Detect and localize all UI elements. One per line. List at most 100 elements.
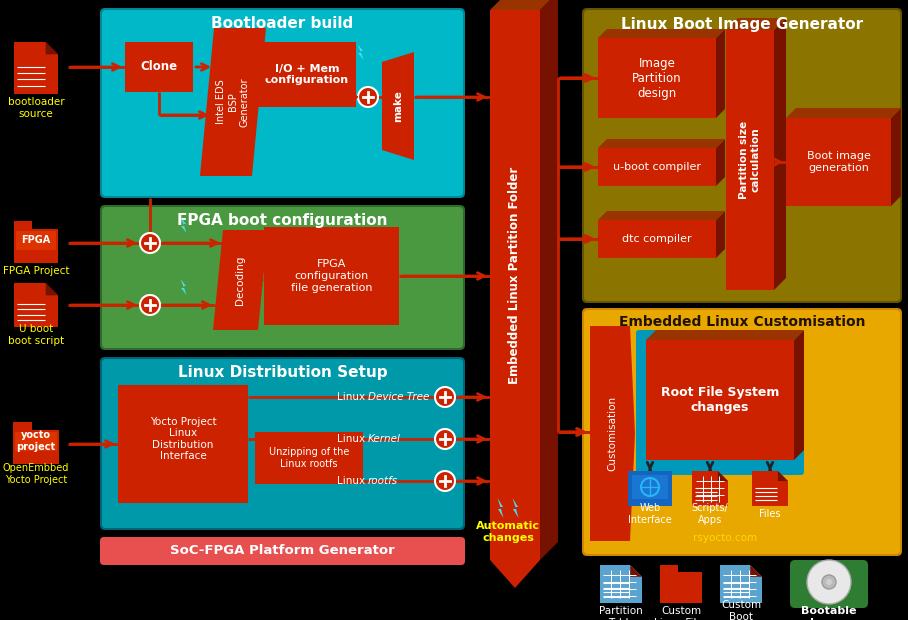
Circle shape [807, 560, 851, 604]
Polygon shape [490, 0, 558, 10]
Bar [598, 148, 716, 186]
FancyBboxPatch shape [584, 310, 900, 554]
Text: bootloader
source: bootloader source [7, 97, 64, 119]
Bar [660, 572, 702, 603]
Text: U boot
boot script: U boot boot script [8, 324, 64, 346]
FancyBboxPatch shape [100, 357, 465, 530]
FancyBboxPatch shape [102, 207, 463, 348]
Circle shape [140, 295, 160, 315]
Polygon shape [718, 471, 728, 481]
Text: FPGA Project: FPGA Project [3, 266, 69, 276]
Text: dtc compiler: dtc compiler [622, 234, 692, 244]
Polygon shape [774, 18, 786, 290]
Text: Boot image
generation: Boot image generation [806, 151, 871, 173]
Polygon shape [726, 18, 786, 30]
Polygon shape [598, 211, 725, 220]
Polygon shape [498, 498, 504, 518]
Polygon shape [213, 230, 268, 330]
Bar [598, 220, 716, 258]
FancyBboxPatch shape [582, 308, 902, 556]
Polygon shape [720, 565, 762, 603]
Text: Linux Distribution Setup: Linux Distribution Setup [178, 366, 388, 381]
Text: Partition size
calculation: Partition size calculation [739, 121, 761, 199]
Polygon shape [14, 283, 58, 327]
FancyBboxPatch shape [790, 560, 868, 608]
FancyBboxPatch shape [636, 330, 804, 475]
Bar [13, 430, 59, 464]
Bar [16, 231, 56, 249]
Text: Bootloader build: Bootloader build [212, 17, 353, 32]
Bar [628, 471, 672, 506]
Text: Kernel: Kernel [368, 434, 400, 444]
Polygon shape [13, 422, 33, 430]
Polygon shape [794, 330, 804, 460]
FancyBboxPatch shape [582, 8, 902, 303]
Circle shape [140, 233, 160, 253]
Polygon shape [692, 471, 728, 506]
Circle shape [435, 471, 455, 491]
Text: Linux: Linux [337, 476, 368, 486]
FancyBboxPatch shape [584, 10, 900, 301]
Circle shape [822, 575, 836, 589]
Text: Customisation: Customisation [607, 396, 617, 471]
Polygon shape [490, 10, 540, 588]
Text: FPGA boot configuration: FPGA boot configuration [177, 213, 388, 229]
Text: make: make [393, 90, 403, 122]
Polygon shape [598, 29, 725, 38]
Bar [14, 229, 58, 263]
Polygon shape [382, 52, 414, 160]
Bar [786, 118, 891, 206]
Text: Custom
Boot
Config.: Custom Boot Config. [721, 600, 761, 620]
Text: Embedded Linux Customisation: Embedded Linux Customisation [618, 315, 865, 329]
Circle shape [358, 87, 378, 107]
Text: Web
Interface: Web Interface [628, 503, 672, 525]
Text: SoC-FPGA Platform Generator: SoC-FPGA Platform Generator [170, 544, 395, 557]
Polygon shape [660, 565, 677, 572]
Polygon shape [600, 565, 642, 603]
Polygon shape [716, 29, 725, 118]
Polygon shape [540, 0, 558, 560]
Text: Clone: Clone [141, 61, 178, 74]
Text: Unzipping of the
Linux rootfs: Unzipping of the Linux rootfs [269, 447, 350, 469]
Text: rootfs: rootfs [368, 476, 398, 486]
Polygon shape [45, 42, 58, 55]
Polygon shape [630, 565, 642, 577]
Text: Bootable
Image: Bootable Image [801, 606, 857, 620]
Bar [15, 432, 57, 451]
Text: Scripts/
Apps: Scripts/ Apps [692, 503, 728, 525]
Polygon shape [200, 28, 266, 176]
Text: rsyocto.com: rsyocto.com [693, 533, 757, 543]
Polygon shape [750, 565, 762, 577]
FancyBboxPatch shape [102, 10, 463, 196]
Text: FPGA
configuration
file generation: FPGA configuration file generation [291, 259, 372, 293]
Polygon shape [512, 498, 518, 518]
Text: Files: Files [759, 509, 781, 519]
Text: Automatic
changes: Automatic changes [476, 521, 540, 542]
Circle shape [435, 429, 455, 449]
Text: Linux: Linux [337, 392, 368, 402]
Text: Yocto Project
Linux
Distribution
Interface: Yocto Project Linux Distribution Interfa… [150, 417, 216, 461]
Polygon shape [716, 211, 725, 258]
Text: FPGA: FPGA [22, 235, 51, 245]
Bar [118, 385, 248, 503]
Text: I/O + Mem
configuration: I/O + Mem configuration [265, 64, 349, 86]
Polygon shape [181, 217, 186, 233]
Bar [726, 30, 774, 290]
Text: u-boot compiler: u-boot compiler [613, 162, 701, 172]
Text: Intel EDS
BSP
Generator: Intel EDS BSP Generator [216, 78, 250, 126]
Bar [255, 432, 363, 484]
Polygon shape [646, 330, 804, 340]
Bar [632, 475, 668, 499]
Text: Linux: Linux [337, 434, 368, 444]
Polygon shape [598, 139, 725, 148]
FancyBboxPatch shape [102, 359, 463, 528]
Text: Device Tree: Device Tree [368, 392, 429, 402]
Circle shape [435, 387, 455, 407]
Polygon shape [14, 221, 33, 229]
Text: Custom
Linux Files: Custom Linux Files [654, 606, 708, 620]
FancyBboxPatch shape [100, 8, 465, 198]
Polygon shape [752, 471, 788, 506]
Bar [598, 38, 716, 118]
Polygon shape [590, 326, 635, 541]
Circle shape [826, 579, 832, 585]
